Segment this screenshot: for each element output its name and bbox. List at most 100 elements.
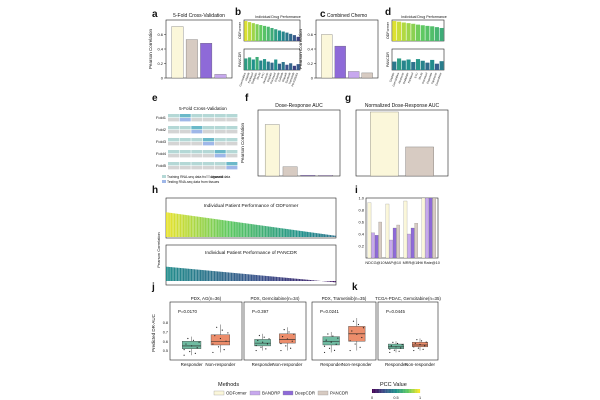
- patient-bar: [230, 272, 233, 281]
- patient-bar: [298, 279, 301, 281]
- data-point-responder: [389, 348, 391, 350]
- patient-bar: [183, 268, 185, 281]
- box-xtick-responder: Responder: [385, 362, 408, 367]
- panel-letter-e: e: [152, 93, 158, 104]
- ytick-label-c: 0.4: [307, 47, 313, 52]
- data-point-responder: [401, 344, 403, 346]
- patient-bar: [170, 212, 172, 237]
- data-point-nonresponder: [212, 343, 214, 345]
- drug-bar-d: [397, 58, 402, 70]
- ytick-label-a: 0.4: [157, 47, 163, 52]
- patient-bar: [329, 281, 332, 282]
- drug-bar-b: [274, 29, 278, 41]
- panel-letter-i: i: [355, 185, 358, 196]
- patient-bar: [317, 233, 319, 237]
- patient-bar: [306, 231, 308, 237]
- bar-i-odformer: [385, 203, 390, 259]
- pcc-colorbar-segment: [398, 389, 400, 393]
- patient-bar: [181, 214, 183, 237]
- fold-organoid-block: [179, 150, 191, 154]
- patient-bar: [221, 220, 223, 237]
- data-point-nonresponder: [291, 340, 293, 342]
- patient-bar: [200, 269, 202, 281]
- data-point-responder: [191, 345, 193, 347]
- fold-organoid-block: [191, 150, 203, 154]
- patient-bar: [260, 225, 262, 237]
- fold-tissue-block: [179, 142, 191, 146]
- ytick-label-a: 0.6: [157, 32, 163, 37]
- pcc-colorbar-segment: [381, 389, 383, 393]
- patient-bar: [286, 277, 288, 281]
- drug-bar-b: [281, 62, 285, 70]
- legend-label-bandrp: BANDRP: [262, 391, 280, 396]
- pcc-colorbar-segment: [386, 389, 388, 393]
- legend-swatch-odformer: [213, 390, 225, 396]
- data-point-responder: [389, 351, 391, 354]
- ytick-i: 0.4: [358, 232, 364, 237]
- patient-bar: [170, 267, 172, 281]
- data-point-responder: [192, 339, 195, 341]
- data-point-nonresponder: [281, 336, 284, 338]
- drug-bar-d: [406, 23, 411, 41]
- patient-bar: [172, 213, 174, 237]
- patient-bar: [295, 230, 298, 237]
- fold-organoid-block: [226, 162, 238, 166]
- drug-label-d: Irinotecan: [397, 71, 405, 84]
- ytick-i: 1.0: [358, 196, 364, 201]
- drug-label-b: SN-38: [255, 71, 261, 80]
- patient-bar: [226, 272, 228, 281]
- patient-bar: [289, 229, 291, 237]
- patient-bar: [268, 276, 270, 281]
- bar-i-pancdr: [396, 224, 400, 259]
- pcc-colorbar-segment: [399, 389, 401, 393]
- fold-organoid-block: [226, 138, 238, 142]
- pcc-colorbar-segment: [406, 389, 409, 393]
- patient-bar: [210, 270, 213, 281]
- bar-i-odformer: [367, 202, 372, 259]
- panel-a-ylabel: Pearson Correlation: [148, 28, 153, 69]
- patient-bar: [289, 278, 291, 281]
- patient-bar: [206, 217, 208, 237]
- patient-bar: [196, 216, 199, 237]
- data-point-nonresponder: [223, 349, 225, 351]
- patient-bar: [292, 278, 295, 281]
- patient-bar: [206, 270, 208, 281]
- patient-bar: [312, 232, 315, 237]
- data-point-nonresponder: [357, 323, 360, 326]
- drug-label-b: Paclitaxel: [247, 72, 255, 84]
- patient-bar: [261, 275, 264, 281]
- ytick-label-a: 0.2: [157, 61, 163, 66]
- drug-bar-b: [281, 31, 285, 41]
- patient-bar: [196, 269, 199, 281]
- box-xtick-nonresponder: Non-responder: [405, 362, 436, 367]
- drug-bar-b: [289, 33, 293, 41]
- fold-organoid-block: [179, 114, 191, 118]
- drug-label-d: Gemcitabine: [391, 71, 400, 87]
- patient-bar: [300, 279, 302, 281]
- box-panel-frame-0: [169, 301, 243, 361]
- drug-bar-d: [397, 21, 402, 41]
- fold-legend-swatch: [162, 180, 166, 183]
- drug-bar-b: [285, 32, 289, 41]
- drug-label-d: Oxaliplatin: [402, 71, 410, 84]
- bar-a-pancdr: [185, 39, 198, 79]
- fold-organoid-block: [203, 114, 215, 118]
- panel-letter-k: k: [352, 282, 358, 293]
- fold-legend-label: Unused data: [211, 175, 230, 179]
- pcc-colorbar-segment: [394, 389, 397, 393]
- data-point-nonresponder: [351, 330, 353, 332]
- patient-bar: [283, 277, 285, 281]
- drug-bar-b: [248, 57, 252, 70]
- data-point-responder: [257, 339, 259, 342]
- box-ytick: 0.7: [163, 330, 168, 334]
- ytick-i: 0.6: [358, 220, 364, 225]
- drug-bar-d: [425, 62, 430, 70]
- patient-bar: [181, 268, 183, 281]
- fold-tissue-block: [214, 118, 226, 122]
- patient-bar: [269, 276, 271, 281]
- patient-bar: [257, 275, 259, 281]
- panel-h-ylabel: Pearson Correlation: [156, 232, 161, 268]
- pcc-colorbar-segment: [372, 389, 374, 393]
- pcc-tick: 1: [419, 396, 421, 400]
- bar-c-bandrp: [348, 71, 360, 79]
